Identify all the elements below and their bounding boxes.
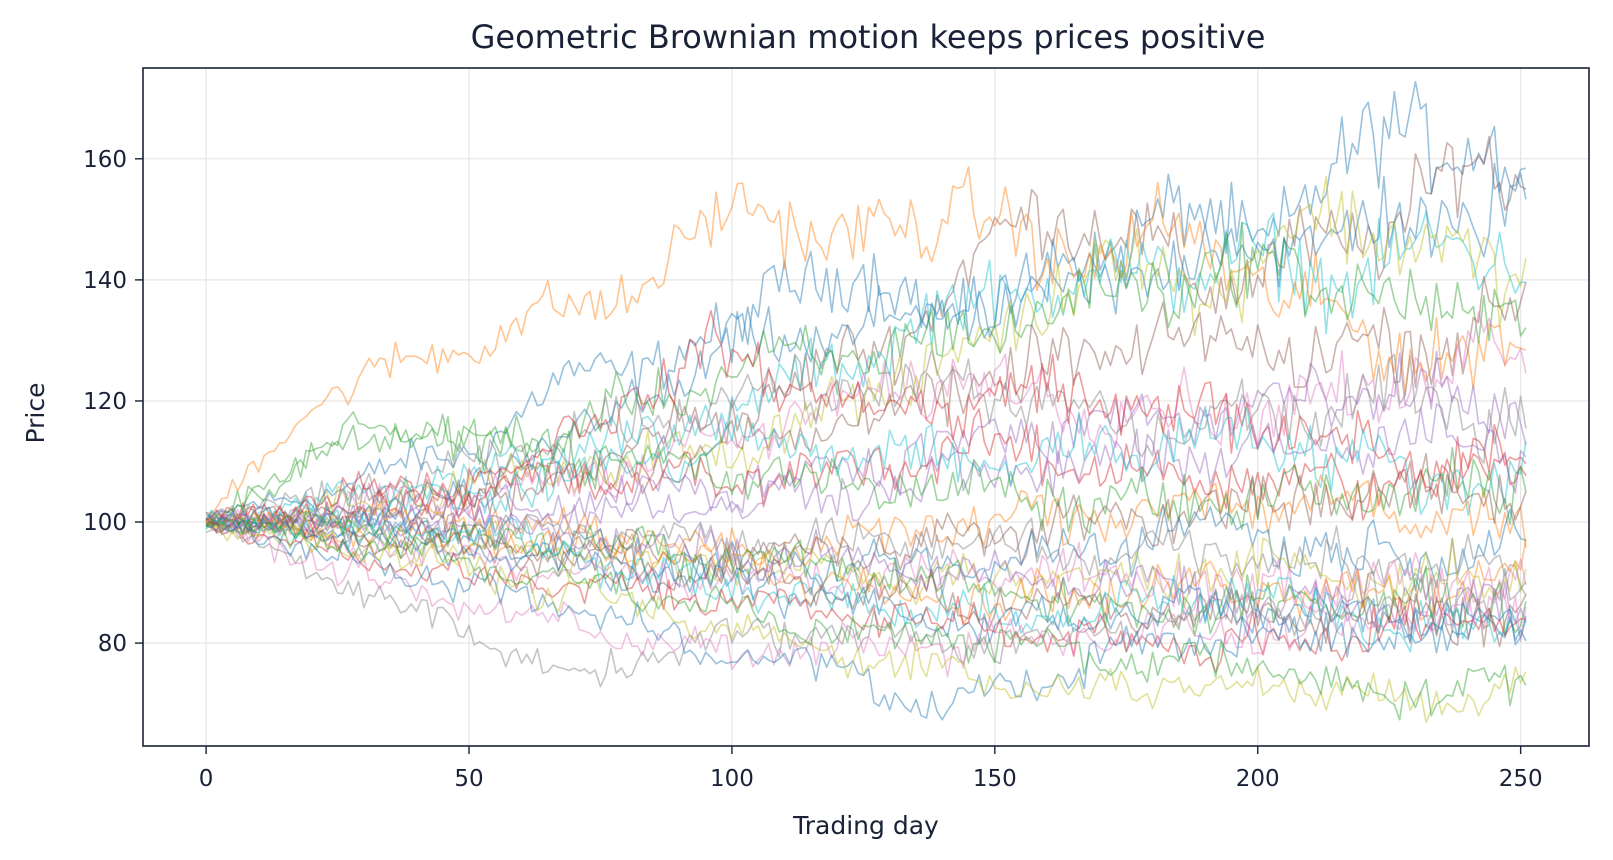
x-tick-label: 200 bbox=[1236, 766, 1280, 792]
price-path-line bbox=[205, 505, 1527, 596]
price-path-line bbox=[205, 275, 1527, 533]
plot-frame bbox=[142, 67, 1590, 747]
price-path-line bbox=[205, 517, 1527, 615]
price-path-line bbox=[205, 508, 1527, 653]
price-path-line bbox=[205, 522, 1527, 688]
price-path-line bbox=[205, 162, 1527, 539]
price-path-line bbox=[205, 520, 1527, 724]
y-tick-label: 140 bbox=[83, 268, 127, 294]
price-path-line bbox=[205, 516, 1527, 721]
x-tick-label: 150 bbox=[973, 766, 1017, 792]
price-path-line bbox=[205, 411, 1527, 535]
x-tick-label: 250 bbox=[1499, 766, 1543, 792]
y-tick-label: 120 bbox=[83, 389, 127, 415]
price-path-line bbox=[205, 350, 1527, 535]
x-tick-label: 100 bbox=[710, 766, 754, 792]
y-tick-label: 100 bbox=[83, 510, 127, 536]
chart-title: Geometric Brownian motion keeps prices p… bbox=[471, 18, 1266, 56]
price-path-line bbox=[205, 516, 1527, 648]
price-path-line bbox=[205, 405, 1527, 531]
price-path-line bbox=[206, 166, 1527, 515]
axis-ticks: 0 50 100 150 200 250 80 100 120 140 160 bbox=[83, 147, 1543, 792]
price-path-line bbox=[205, 311, 1527, 526]
price-path-line bbox=[205, 517, 1526, 673]
x-axis-label: Trading day bbox=[792, 811, 939, 840]
price-path-line bbox=[205, 221, 1527, 526]
price-path-line bbox=[205, 514, 1527, 625]
price-path-line bbox=[205, 348, 1527, 529]
price-path-line bbox=[205, 135, 1527, 538]
gridlines bbox=[143, 68, 1589, 746]
price-path-line bbox=[205, 210, 1526, 535]
price-path-line bbox=[205, 511, 1527, 721]
price-path-line bbox=[205, 175, 1527, 531]
x-tick-label: 50 bbox=[454, 766, 483, 792]
price-path-line bbox=[205, 509, 1527, 609]
price-path-line bbox=[205, 504, 1527, 592]
price-path-line bbox=[205, 504, 1527, 632]
price-path-line bbox=[205, 514, 1527, 654]
price-path-line bbox=[205, 309, 1527, 533]
y-tick-label: 160 bbox=[83, 147, 127, 173]
price-path-line bbox=[205, 408, 1527, 530]
price-path-line bbox=[205, 452, 1527, 580]
x-tick-label: 0 bbox=[199, 766, 214, 792]
price-path-line bbox=[205, 474, 1527, 567]
price-path-line bbox=[205, 511, 1527, 637]
y-axis-label: Price bbox=[21, 383, 50, 444]
series-lines bbox=[205, 80, 1527, 724]
price-path-line bbox=[205, 402, 1527, 542]
price-path-line bbox=[205, 512, 1527, 678]
price-path-line bbox=[205, 80, 1527, 522]
y-tick-label: 80 bbox=[98, 631, 127, 657]
